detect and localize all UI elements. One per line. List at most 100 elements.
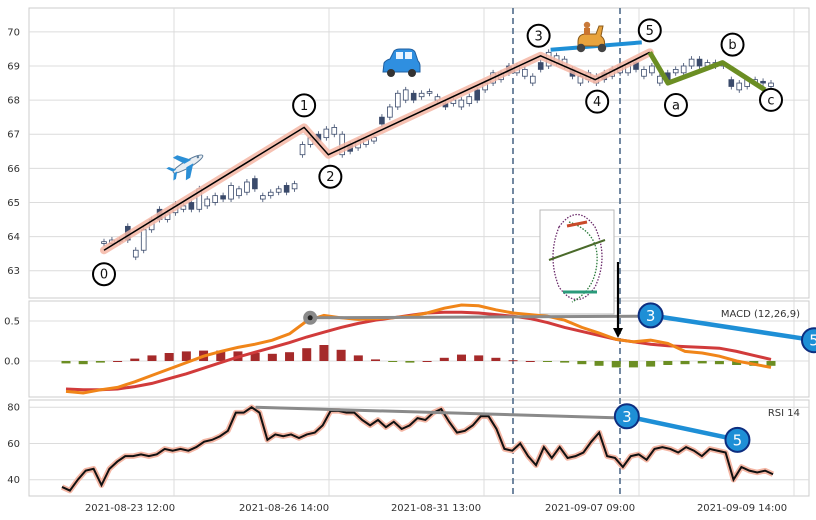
candle [244,181,250,193]
airplane-icon [166,154,204,181]
macd-histogram-bar [181,351,191,361]
candle [458,99,465,108]
candle [132,249,139,258]
candle [204,198,211,207]
x-tick-label: 2021-08-23 12:00 [85,503,175,514]
candle [220,195,226,200]
candle [474,89,481,101]
wave-label-circle [637,18,662,43]
candle [283,185,290,193]
y-tick-label: 65 [7,198,20,209]
elliott-wave-overlay: 0 1 2 3 4 5 a b c [92,18,783,287]
macd-histogram-bar [216,350,226,361]
candle [394,92,401,108]
macd-histogram-bar [456,354,466,361]
macd-histogram-bar [439,357,449,361]
macd-histogram-bar [405,361,415,363]
macd-histogram-bar [732,361,742,365]
macd-histogram-bar [663,361,673,365]
candle [641,69,647,77]
roller-coaster-icon [539,209,615,315]
macd-histogram-bar [611,361,621,368]
rsi-gray-trend [255,405,627,420]
x-tick-label: 2021-08-31 13:00 [391,503,481,514]
wave-label: b [728,38,736,53]
macd-histogram-bar [130,358,140,361]
price-panel [28,7,810,299]
elliott-wave-line [103,51,651,251]
macd-histogram-bar [697,361,707,364]
wave-label: 1 [300,99,308,114]
wave-label: 4 [593,95,601,110]
macd-histogram-bar [525,361,535,362]
candle [275,188,282,193]
candle [680,65,687,74]
y-tick-label: 70 [7,27,20,38]
candle [236,188,242,197]
y-tick-label: 64 [7,232,20,243]
macd-histogram-bar [491,357,501,361]
macd-histogram-bar [371,359,381,361]
macd-histogram-bar [61,361,71,364]
wave-label-circle [292,93,317,118]
macd-gray-trend [310,314,651,320]
scooter-icon [576,21,607,53]
macd-histogram-bar [714,361,724,365]
candle [768,82,774,87]
x-tick-labels: 2021-08-23 12:00 2021-08-26 14:00 2021-08-… [85,503,787,514]
candle [688,58,695,67]
macd-histogram-bar [147,355,157,361]
candle [522,69,528,77]
x-tick-label: 2021-09-09 14:00 [697,503,787,514]
wave-label: a [672,99,680,114]
candle [760,80,766,84]
macd-histogram-bar [766,361,776,366]
macd-histogram-bar [594,361,604,366]
y-tick-label: 66 [7,164,20,175]
macd-histogram-bar [560,361,570,363]
divergence-marker-label: 3 [622,408,632,426]
macd-histogram-bar [319,345,329,361]
car-icon [382,48,421,77]
wave-label: 0 [100,268,108,283]
candle [529,75,536,84]
wave-label: c [767,93,774,108]
macd-histogram-bar [78,361,88,365]
macd-histogram-bar [285,352,295,361]
divergence-overlay: 3 5 3 5 [613,302,816,453]
candle [426,91,433,94]
macd-histogram-bar [577,361,587,365]
candle [267,191,274,197]
y-tick-label: 63 [7,266,20,277]
candle [252,178,258,190]
wave-label-circle [663,93,688,118]
vertical-marker-lines [512,8,621,496]
macd-histogram-bar [250,353,260,361]
macd-histogram-bar [95,361,105,363]
candle [466,96,473,104]
candle [291,183,298,190]
y-tick-label: 68 [7,96,20,107]
x-tick-label: 2021-09-07 09:00 [545,503,635,514]
divergence-marker [613,403,640,430]
candle [657,75,663,84]
divergence-marker [800,327,816,354]
y-tick-label: 69 [7,62,20,73]
divergence-marker-label: 5 [809,332,816,350]
arrow-annotation [613,262,623,338]
macd-line [65,303,772,395]
wave-label-circle [318,164,343,189]
macd-gray-trend-dot [307,315,313,321]
candle [228,185,234,200]
rsi-series [60,404,775,494]
candle [418,92,425,98]
wave-label: 5 [646,24,654,39]
macd-histogram-bar [353,355,363,361]
y-tick-label: 0.0 [4,357,20,368]
candle [649,65,655,74]
divergence-line [626,414,738,443]
candle [672,69,679,74]
candle [387,106,393,118]
candle [736,82,743,91]
